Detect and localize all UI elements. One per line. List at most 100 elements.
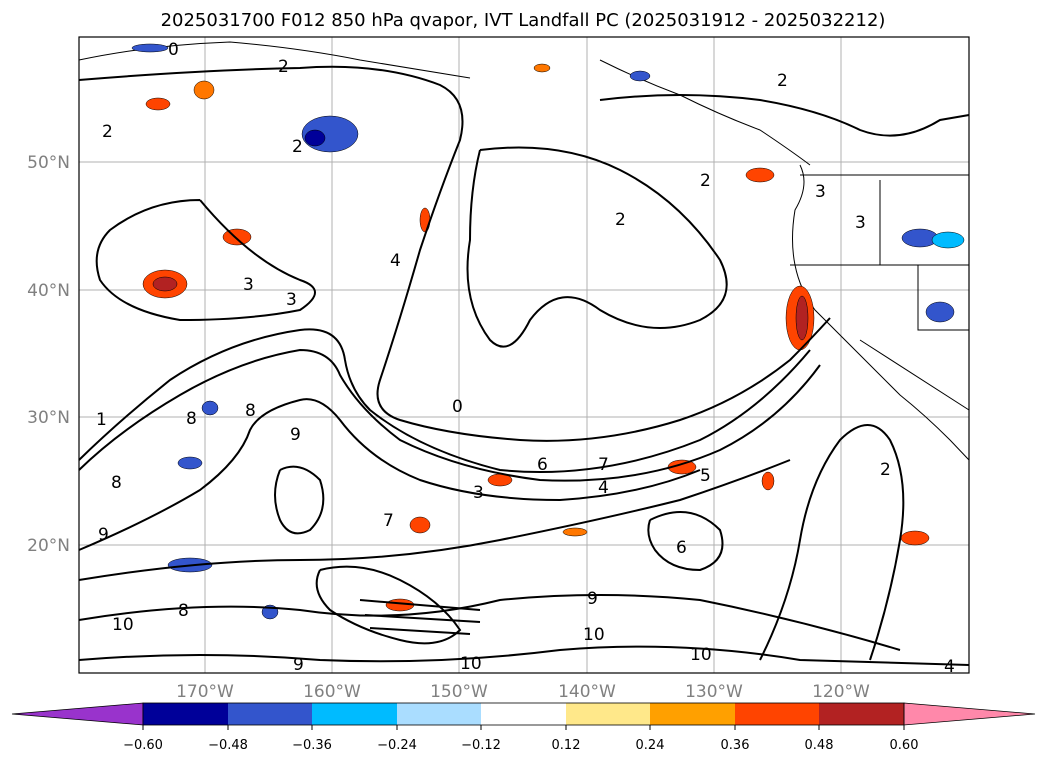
lat-label-40n: 40°N <box>27 281 70 301</box>
anomaly-patch <box>931 231 965 249</box>
contour-label: 5 <box>700 466 711 486</box>
anomaly-patch <box>193 80 215 100</box>
anomaly-patch <box>562 527 588 537</box>
lon-label-130w: 130°W <box>685 682 743 702</box>
contour-label: 8 <box>178 601 189 621</box>
anomaly-patch <box>145 97 171 111</box>
colorbar-segment <box>735 703 819 725</box>
contour-labels: 0 2 2 2 2 2 3 3 4 3 9 8 8 9 1 8 0 6 7 4 … <box>96 40 955 677</box>
contour-label: 6 <box>676 538 687 558</box>
colorbar-segment <box>228 703 312 725</box>
anomaly-patch <box>745 167 775 183</box>
coastline-north-america-west <box>792 164 970 461</box>
colorbar-segment <box>143 703 228 725</box>
contour-line <box>78 65 831 442</box>
contour-label: 3 <box>473 483 484 503</box>
colorbar-tick-label: −0.12 <box>461 738 501 753</box>
lon-label-170w: 170°W <box>176 682 234 702</box>
colorbar-segment <box>566 703 650 725</box>
colorbar-tick-label: −0.24 <box>377 738 417 753</box>
anomaly-patch <box>795 295 809 341</box>
contour-label: 3 <box>286 290 297 310</box>
ivt-contours <box>78 65 970 666</box>
lon-label-140w: 140°W <box>558 682 616 702</box>
lon-label-120w: 120°W <box>812 682 870 702</box>
contour-label: 8 <box>186 409 197 429</box>
contour-label: 8 <box>245 401 256 421</box>
contour-label: 10 <box>112 615 134 635</box>
colorbar-arrow-min <box>11 702 144 726</box>
contour-label: 10 <box>583 625 605 645</box>
anomaly-patch <box>131 43 169 53</box>
contour-label: 2 <box>777 71 788 91</box>
latitude-labels: 50°N 40°N 30°N 20°N <box>27 153 70 556</box>
anomaly-patch <box>409 516 431 534</box>
contour-label: 2 <box>615 210 626 230</box>
anomaly-patch <box>925 301 955 323</box>
contour-line <box>78 398 701 551</box>
colorbar-tick-label: 0.60 <box>890 738 919 753</box>
contour-line <box>466 146 728 348</box>
longitude-labels: 170°W 160°W 150°W 140°W 130°W 120°W <box>176 682 870 702</box>
contour-label: 10 <box>460 654 482 674</box>
contour-label: 9 <box>587 589 598 609</box>
colorbar: −0.60 −0.48 −0.36 −0.24 −0.12 0.12 0.24 … <box>11 702 1036 753</box>
contour-line <box>274 465 325 535</box>
colorbar-segment <box>312 703 397 725</box>
contour-line <box>599 94 970 137</box>
contour-label: 0 <box>168 40 179 60</box>
map-panel: 0 2 2 2 2 2 3 3 4 3 9 8 8 9 1 8 0 6 7 4 … <box>78 36 970 677</box>
colorbar-arrow-max <box>903 702 1036 726</box>
anomaly-patch <box>419 207 431 233</box>
contour-label: 4 <box>390 251 401 271</box>
colorbar-tick-label: −0.36 <box>292 738 332 753</box>
contour-label: 1 <box>96 410 107 430</box>
colorbar-tick-label: −0.48 <box>208 738 248 753</box>
contour-line <box>78 645 970 666</box>
contour-label: 4 <box>944 657 955 677</box>
contour-label: 3 <box>815 182 826 202</box>
colorbar-segment <box>481 703 566 725</box>
figure-title: 2025031700 F012 850 hPa qvapor, IVT Land… <box>161 10 886 31</box>
lon-label-160w: 160°W <box>303 682 361 702</box>
contour-line <box>647 511 724 572</box>
colorbar-segment <box>650 703 735 725</box>
colorbar-tick-label: 0.36 <box>721 738 750 753</box>
map-frame <box>78 36 970 674</box>
colorbar-tick-label: 0.12 <box>552 738 581 753</box>
contour-label: 2 <box>292 137 303 157</box>
contour-line <box>78 459 791 581</box>
contour-label: 9 <box>98 525 109 545</box>
lat-label-50n: 50°N <box>27 153 70 173</box>
colorbar-outline <box>142 702 905 726</box>
qvapor-anomaly-fills <box>131 43 965 620</box>
contour-label: 10 <box>690 645 712 665</box>
contour-line <box>95 199 316 322</box>
contour-label: 2 <box>102 122 113 142</box>
contour-line <box>315 565 462 645</box>
anomaly-patch <box>177 456 203 470</box>
colorbar-segment <box>819 703 904 725</box>
anomaly-patch <box>629 70 651 82</box>
state-borders <box>790 174 970 411</box>
contour-label: 2 <box>278 57 289 77</box>
lat-label-20n: 20°N <box>27 536 70 556</box>
contour-label: 8 <box>111 473 122 493</box>
contour-label: 0 <box>452 397 463 417</box>
contour-label: 9 <box>293 655 304 675</box>
contour-label: 2 <box>880 460 891 480</box>
anomaly-patch <box>900 530 930 546</box>
colorbar-tick-label: 0.48 <box>805 738 834 753</box>
colorbar-ticks <box>142 725 905 730</box>
contour-line <box>78 594 901 651</box>
anomaly-patch <box>152 276 178 292</box>
contour-label: 7 <box>598 455 609 475</box>
anomaly-patch <box>533 63 551 73</box>
anomaly-patch <box>222 228 252 246</box>
colorbar-tick-label: −0.60 <box>123 738 163 753</box>
contour-label: 7 <box>383 511 394 531</box>
contour-label: 6 <box>537 455 548 475</box>
colorbar-tick-label: 0.24 <box>636 738 665 753</box>
lon-label-150w: 150°W <box>430 682 488 702</box>
